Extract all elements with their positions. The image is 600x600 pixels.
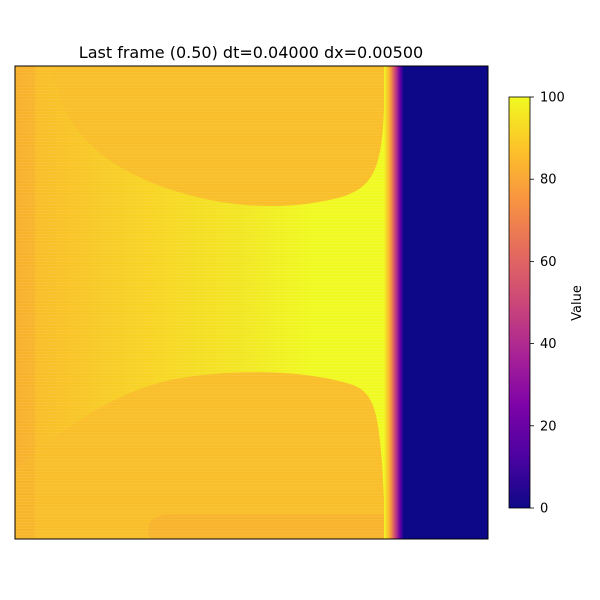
colorbar-tick-label: 40: [540, 337, 557, 352]
colorbar-tick-label: 60: [540, 255, 557, 270]
plot-frame: [14, 65, 489, 540]
colorbar-tick-label: 0: [540, 502, 548, 517]
colorbar-gradient: [508, 96, 531, 509]
heatmap-front: [384, 66, 404, 539]
colorbar-ticks: 0 20 40 60 80 100: [530, 91, 565, 517]
colorbar: 0 20 40 60 80 100 Value: [508, 91, 585, 517]
heatmap: [15, 66, 488, 539]
colorbar-tick-label: 100: [540, 91, 565, 106]
colorbar-tick-label: 20: [540, 419, 557, 434]
heatmap-cold-field: [403, 66, 488, 539]
heatmap-stripe-texture: [15, 66, 395, 539]
colorbar-tick-label: 80: [540, 173, 557, 188]
chart-title: Last frame (0.50) dt=0.04000 dx=0.00500: [79, 43, 423, 62]
colorbar-label: Value: [570, 285, 585, 321]
